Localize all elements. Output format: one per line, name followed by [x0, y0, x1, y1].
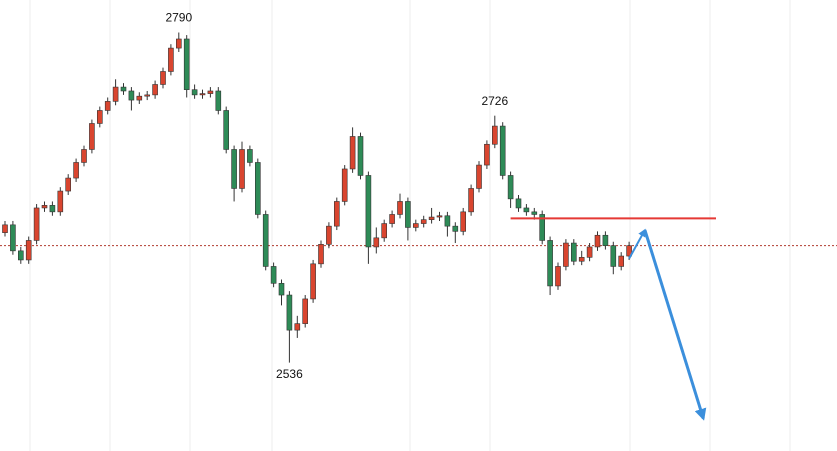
candle-body [278, 283, 285, 296]
projection-arrow [628, 228, 646, 260]
candle-body [231, 149, 237, 189]
candle-body [412, 223, 419, 228]
candle-body [381, 223, 388, 239]
candle-body [420, 219, 427, 224]
candle-body [223, 110, 229, 150]
candle-body [262, 214, 269, 267]
candle-body [444, 215, 451, 227]
candle-body [247, 149, 253, 163]
candle-body [160, 71, 166, 85]
candle-body [476, 164, 482, 189]
candle-body [499, 125, 506, 176]
candle-body [460, 211, 467, 232]
candle-body [152, 84, 158, 96]
candle-body [136, 95, 143, 101]
candle-body [341, 168, 348, 202]
candle-body [25, 240, 32, 261]
candle-body [594, 234, 601, 248]
candle-body [49, 205, 56, 213]
candle-body [120, 86, 127, 92]
candle-body [586, 246, 593, 258]
candle-body [397, 201, 403, 215]
candle-body [318, 244, 324, 265]
candle-body [168, 47, 174, 72]
candle-body [515, 198, 522, 209]
projection-arrow [643, 229, 707, 421]
candle-body [128, 90, 135, 101]
candle-body [570, 242, 577, 262]
candle-body [523, 207, 530, 213]
candle-body [326, 225, 332, 245]
candle-body [199, 93, 206, 96]
candle-body [310, 263, 316, 300]
candle-body [207, 90, 214, 94]
candle-body [547, 240, 553, 287]
candle-body [286, 294, 293, 331]
candle-body [349, 136, 356, 170]
candle-body [191, 89, 198, 96]
candle-body [239, 149, 245, 189]
candle-body [610, 245, 617, 267]
candle-body [373, 237, 380, 248]
candle-body [183, 38, 190, 90]
candle-body [531, 211, 538, 215]
candle-body [563, 242, 569, 267]
candle-body [176, 38, 182, 49]
candle-body [33, 207, 40, 241]
candle-body [81, 149, 87, 163]
candle-body [270, 266, 277, 284]
candle-body [144, 94, 150, 97]
candle-body [484, 143, 490, 166]
candle-body [2, 224, 8, 233]
candle-body [602, 234, 609, 246]
candle-body [97, 110, 103, 124]
candle-body [104, 101, 111, 111]
peak-label: 2726 [481, 94, 508, 108]
peak-label: 2536 [276, 367, 303, 381]
candle-body [389, 214, 395, 224]
candle-body [89, 123, 95, 150]
candle-body [17, 250, 24, 261]
candle-body [41, 205, 48, 209]
candle-body [555, 266, 561, 287]
candle-body [333, 201, 340, 227]
candle-body [365, 175, 372, 248]
candle-body [539, 214, 546, 241]
candle-body [65, 177, 71, 192]
candle-body [57, 190, 64, 213]
candle-body [10, 224, 16, 252]
candle-body [357, 136, 364, 176]
candle-body [436, 215, 443, 218]
candle-body [302, 298, 309, 324]
candle-body [215, 90, 222, 111]
candle-body [452, 225, 459, 232]
candle-body [112, 86, 119, 102]
candle-body [405, 201, 411, 228]
candle-body [428, 216, 435, 220]
candle-body [618, 255, 625, 267]
candle-body [294, 323, 301, 331]
candle-body [507, 175, 514, 200]
candle-body [73, 162, 79, 179]
candle-body [255, 162, 261, 215]
peak-label: 2790 [165, 11, 192, 25]
candle-body [491, 125, 498, 145]
candle-body [578, 257, 585, 262]
candle-body [468, 188, 474, 213]
candle-body [626, 245, 632, 257]
